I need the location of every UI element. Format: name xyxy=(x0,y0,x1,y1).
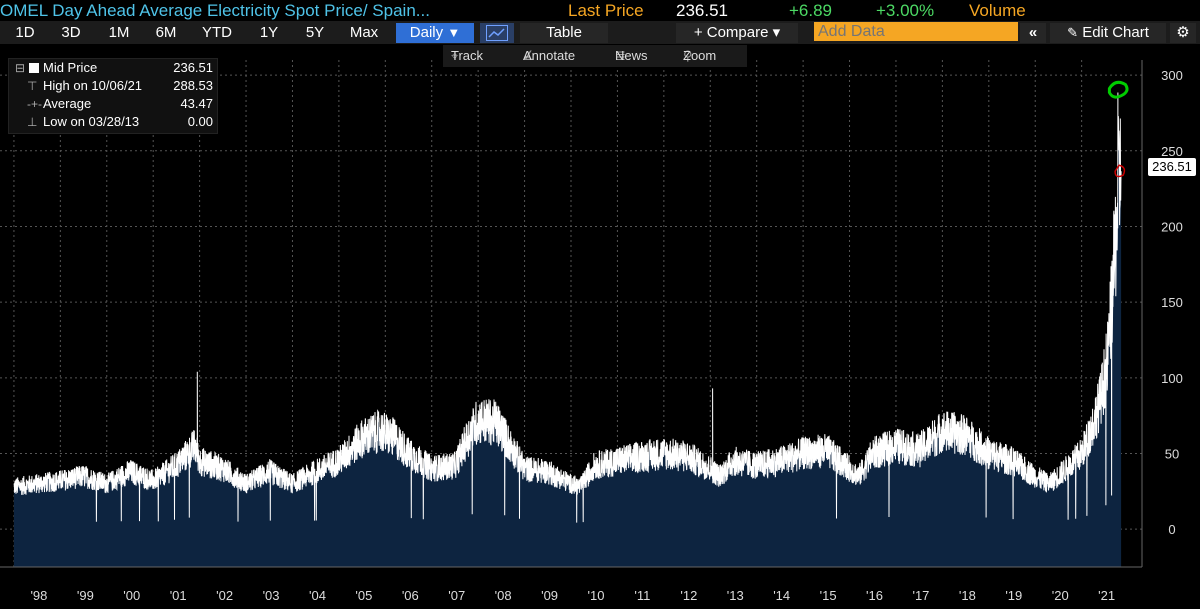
change-value: +6.89 xyxy=(789,1,833,20)
legend-value: 43.47 xyxy=(180,96,213,111)
last-price-value: 236.51 xyxy=(676,1,728,20)
y-axis: 0 50 100 150 200 250 300 xyxy=(1141,60,1183,567)
change-pct-value: +3.00% xyxy=(876,1,935,20)
y-tick-label: 200 xyxy=(1161,219,1183,234)
range-ytd-button[interactable]: YTD xyxy=(202,24,232,41)
average-marker-icon: -+- xyxy=(27,97,42,111)
x-tick-label: '00 xyxy=(123,588,140,603)
legend-row-high: ⊤ High on 10/06/21 288.53 xyxy=(15,77,213,95)
add-data-input[interactable] xyxy=(814,22,1018,41)
news-icon: ≣ xyxy=(615,48,626,63)
legend-label: High on 10/06/21 xyxy=(43,78,143,93)
y-tick-label: 50 xyxy=(1165,446,1179,461)
chart-annotations xyxy=(1107,80,1129,178)
chart-toolbar: 1D 3D 1M 6M YTD 1Y 5Y Max Daily ▼ Table … xyxy=(0,21,1200,44)
x-tick-label: '20 xyxy=(1052,588,1069,603)
last-price-label: Last Price xyxy=(568,1,644,20)
y-tick-label: 300 xyxy=(1161,68,1183,83)
table-button[interactable]: Table xyxy=(520,23,608,43)
legend-value: 0.00 xyxy=(187,114,213,129)
legend-value: 236.51 xyxy=(173,60,213,75)
x-tick-label: '19 xyxy=(1005,588,1022,603)
low-marker-icon: ⊥ xyxy=(27,115,38,129)
y-tick-label: 0 xyxy=(1168,522,1175,537)
x-tick-label: '12 xyxy=(680,588,697,603)
legend-row-low: ⊥ Low on 03/28/13 0.00 xyxy=(15,113,213,131)
high-marker-icon: ⊤ xyxy=(27,79,38,93)
legend-label: Average xyxy=(43,96,92,111)
x-tick-label: '07 xyxy=(448,588,465,603)
high-marker xyxy=(1107,80,1129,99)
annotate-label: Annotate xyxy=(523,48,576,63)
legend-label: Mid Price xyxy=(43,60,98,75)
range-6m-button[interactable]: 6M xyxy=(155,24,177,41)
x-tick-label: '06 xyxy=(402,588,419,603)
x-tick-label: '21 xyxy=(1098,588,1115,603)
x-tick-label: '13 xyxy=(727,588,744,603)
legend-row-mid-price[interactable]: ⊟ Mid Price 236.51 xyxy=(15,59,213,77)
x-tick-label: '03 xyxy=(263,588,280,603)
x-tick-label: '98 xyxy=(30,588,47,603)
track-label: Track xyxy=(451,48,484,63)
legend-row-average: -+- Average 43.47 xyxy=(15,95,213,113)
x-tick-label: '15 xyxy=(820,588,837,603)
security-title[interactable]: OMEL Day Ahead Average Electricity Spot … xyxy=(0,1,430,20)
edit-chart-label: Edit Chart xyxy=(1082,24,1149,41)
last-marker xyxy=(1114,164,1126,178)
edit-chart-button[interactable]: ✎ Edit Chart xyxy=(1050,23,1166,43)
last-price-tag-value: 236.51 xyxy=(1152,159,1192,174)
x-tick-label: '08 xyxy=(495,588,512,603)
compare-button[interactable]: + Compare ▾ xyxy=(676,23,798,43)
gear-icon[interactable]: ⚙ xyxy=(1170,23,1196,43)
range-1m-button[interactable]: 1M xyxy=(108,24,130,41)
pencil-icon: ✎ xyxy=(1067,25,1079,40)
y-tick-label: 150 xyxy=(1161,295,1183,310)
collapse-button[interactable]: « xyxy=(1020,23,1046,43)
range-max-button[interactable]: Max xyxy=(349,24,379,41)
range-1d-button[interactable]: 1D xyxy=(15,24,35,41)
x-tick-label: '14 xyxy=(773,588,790,603)
legend-value: 288.53 xyxy=(173,78,213,93)
white-square-icon xyxy=(29,63,39,73)
x-tick-label: '17 xyxy=(912,588,929,603)
double-chevron-left-icon: « xyxy=(1028,24,1038,41)
x-tick-label: '05 xyxy=(355,588,372,603)
x-tick-label: '02 xyxy=(216,588,233,603)
x-tick-label: '11 xyxy=(634,588,650,603)
x-axis: '98 '99 '00 '01 '02 '03 '04 '05 '06 '07 '08 '09 '10 '… xyxy=(0,566,1142,603)
price-area-fill xyxy=(13,92,1122,567)
x-tick-label: '99 xyxy=(77,588,94,603)
zoom-label: Zoom xyxy=(683,48,717,63)
news-label: News xyxy=(615,48,648,63)
x-tick-label: '16 xyxy=(866,588,883,603)
x-tick-label: '18 xyxy=(959,588,976,603)
x-tick-label: '10 xyxy=(588,588,605,603)
frequency-label: Daily xyxy=(409,24,444,41)
frequency-dropdown[interactable]: Daily ▼ xyxy=(396,23,474,43)
chevron-down-icon: ▼ xyxy=(447,25,461,40)
header-bar: OMEL Day Ahead Average Electricity Spot … xyxy=(0,0,1200,21)
x-tick-label: '04 xyxy=(309,588,326,603)
legend-label: Low on 03/28/13 xyxy=(43,114,140,129)
y-tick-label: 250 xyxy=(1161,144,1183,159)
y-tick-label: 100 xyxy=(1161,371,1183,386)
range-5y-button[interactable]: 5Y xyxy=(305,24,325,41)
chart-legend: ⊟ Mid Price 236.51 ⊤ High on 10/06/21 28… xyxy=(8,58,218,134)
magnifier-icon: ⚲ xyxy=(683,48,693,63)
pencil-icon: ∠ xyxy=(523,48,535,63)
x-tick-label: '09 xyxy=(541,588,558,603)
x-tick-label: '01 xyxy=(170,588,187,603)
chart-tools-bar: ⌖ Track ∠ Annotate ≣ News ⚲ Zoom xyxy=(443,45,747,67)
range-3d-button[interactable]: 3D xyxy=(61,24,81,41)
crosshair-icon: ⌖ xyxy=(451,48,459,63)
line-chart-icon[interactable] xyxy=(480,23,514,43)
price-series-line xyxy=(13,92,1122,523)
collapse-square-icon: ⊟ xyxy=(15,61,26,75)
last-price-tag: 236.51 xyxy=(1148,158,1196,176)
volume-label: Volume xyxy=(969,1,1026,20)
range-1y-button[interactable]: 1Y xyxy=(259,24,279,41)
